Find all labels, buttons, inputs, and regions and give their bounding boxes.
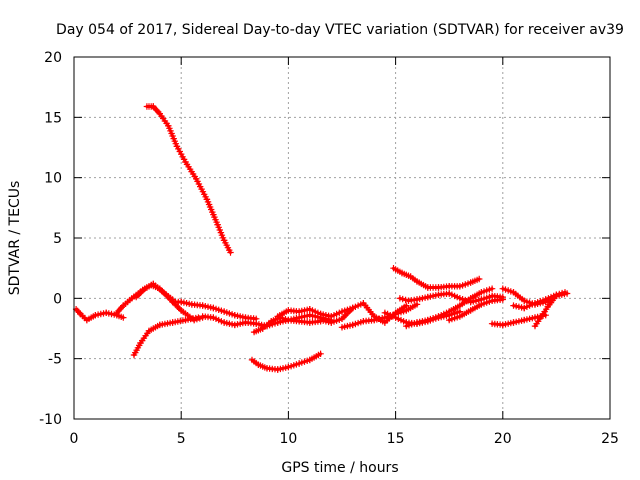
series-track-4: [130, 314, 202, 359]
data-point: [227, 249, 234, 256]
data-point: [551, 295, 558, 302]
series-track-20: [510, 289, 569, 312]
y-tick-label: -5: [48, 352, 62, 368]
x-tick-label: 5: [177, 431, 186, 447]
series-track-21: [531, 295, 558, 330]
data-point: [476, 275, 483, 283]
series-track-13: [390, 265, 483, 291]
chart-title: Day 054 of 2017, Sidereal Day-to-day VTE…: [56, 22, 624, 38]
x-tick-label: 25: [601, 431, 619, 447]
series-track-6: [169, 298, 260, 322]
data-point: [556, 290, 563, 298]
x-tick-label: 15: [387, 431, 405, 447]
series-track-1: [143, 103, 234, 256]
series-track-17: [446, 296, 506, 324]
data-point: [488, 285, 496, 292]
y-tick-label: 15: [44, 110, 62, 126]
data-point: [561, 289, 569, 296]
data-point: [195, 314, 202, 321]
series-track-5: [133, 280, 176, 303]
data-point: [317, 350, 324, 357]
y-tick-label: -10: [39, 412, 62, 428]
data-point: [279, 315, 286, 322]
data-point: [558, 289, 566, 297]
data-point: [553, 291, 560, 298]
x-tick-label: 0: [70, 431, 79, 447]
series-track-10: [248, 350, 324, 373]
x-axis-label: GPS time / hours: [281, 460, 398, 476]
y-axis-label: SDTVAR / TECUs: [7, 181, 23, 296]
y-tick-label: 5: [53, 231, 62, 247]
plot-frame: [73, 56, 611, 420]
x-tick-label: 10: [279, 431, 297, 447]
y-tick-label: 10: [44, 171, 62, 187]
data-point: [402, 296, 409, 304]
series-track-2: [72, 306, 127, 324]
y-tick-label: 0: [53, 291, 62, 307]
x-tick-label: 20: [494, 431, 512, 447]
series-track-16: [381, 308, 464, 327]
data-point: [399, 295, 406, 303]
data-point: [282, 316, 289, 323]
data-point: [120, 314, 127, 321]
data-point: [396, 295, 404, 302]
y-tick-label: 20: [44, 50, 62, 66]
data-series: [72, 103, 571, 373]
data-point: [499, 296, 506, 303]
